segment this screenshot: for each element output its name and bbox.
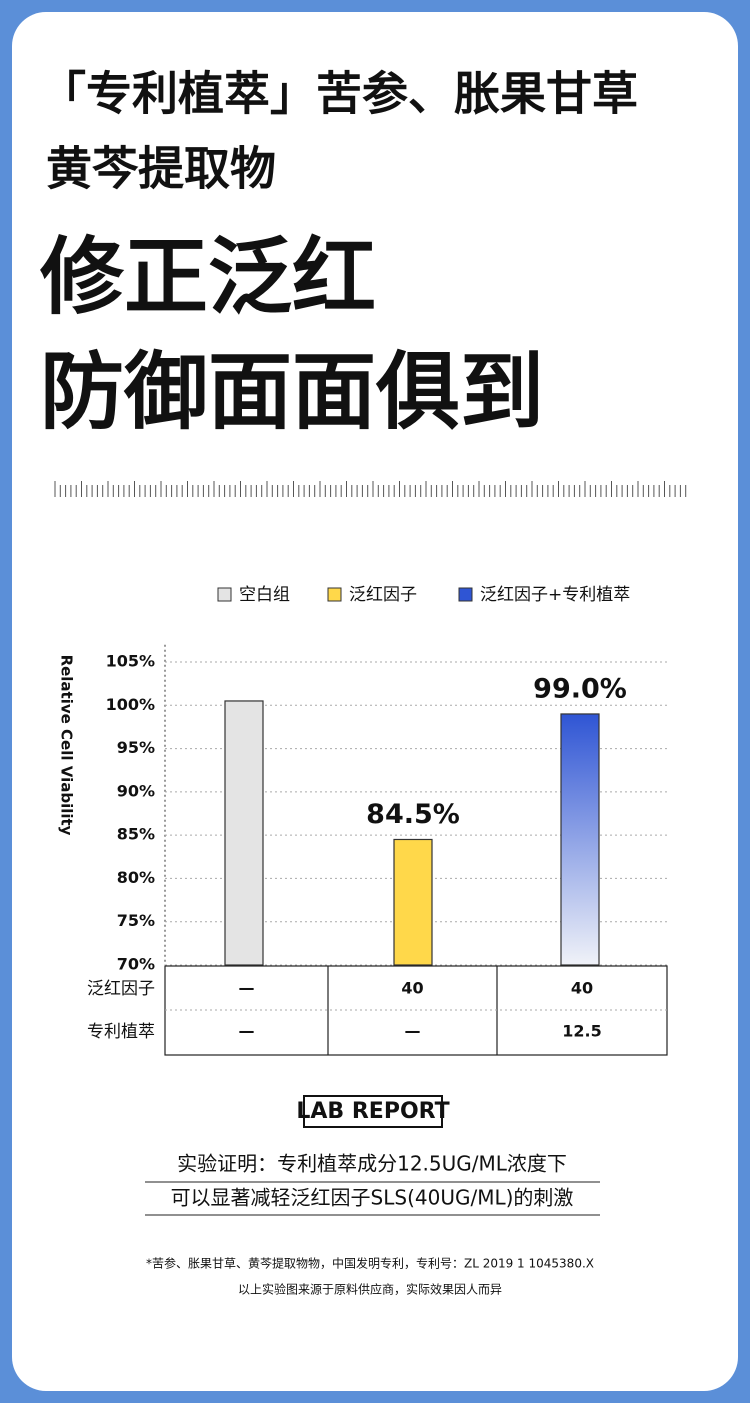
note: 以上实验图来源于原料供应商，实际效果因人而异 — [238, 1282, 502, 1297]
bar — [224, 700, 264, 966]
headline: 修正泛红 — [40, 228, 376, 326]
y-tick-label: 90% — [117, 781, 155, 800]
y-tick-label: 100% — [106, 695, 155, 714]
y-tick-label: 80% — [117, 868, 155, 887]
badge: LAB REPORT — [296, 1099, 449, 1124]
row-header: 泛红因子 — [87, 979, 155, 999]
table-cell: — — [239, 979, 255, 998]
subtitle-line: 黄芩提取物 — [46, 142, 276, 196]
card — [12, 12, 738, 1391]
conclusion: 可以显著减轻泛红因子SLS(40UG/ML)的刺激 — [171, 1186, 574, 1210]
value-label: 84.5% — [366, 799, 460, 830]
headline: 防御面面俱到 — [40, 343, 544, 441]
legend-label: 泛红因子+专利植萃 — [480, 585, 630, 605]
value-label: 99.0% — [533, 673, 627, 704]
legend-swatch — [217, 587, 232, 602]
table-cell: 40 — [401, 979, 423, 998]
legend-swatch — [327, 587, 342, 602]
conclusion: 实验证明：专利植萃成分12.5UG/ML浓度下 — [177, 1152, 567, 1176]
y-tick-label: 70% — [117, 955, 155, 974]
ruler — [54, 481, 687, 497]
y-axis-label: Relative Cell Viability — [58, 655, 76, 836]
table-cell: — — [405, 1022, 421, 1041]
y-tick-label: 85% — [117, 825, 155, 844]
y-tick-label: 95% — [117, 738, 155, 757]
legend-label: 泛红因子 — [349, 585, 417, 605]
legend-swatch — [458, 587, 473, 602]
y-tick-label: 75% — [117, 911, 155, 930]
table-cell: 40 — [571, 979, 593, 998]
bar — [393, 838, 433, 966]
badge-box — [303, 1095, 443, 1128]
row-header: 专利植萃 — [87, 1022, 155, 1042]
table-cell: 12.5 — [562, 1022, 601, 1041]
note: *苦参、胀果甘草、黄芩提取物物，中国发明专利，专利号：ZL 2019 1 104… — [146, 1256, 594, 1271]
table-cell: — — [239, 1022, 255, 1041]
subtitle-line: 「专利植萃」苦参、胀果甘草 — [40, 67, 638, 121]
bar — [560, 713, 600, 966]
y-tick-label: 105% — [106, 652, 155, 671]
legend-label: 空白组 — [239, 585, 290, 605]
